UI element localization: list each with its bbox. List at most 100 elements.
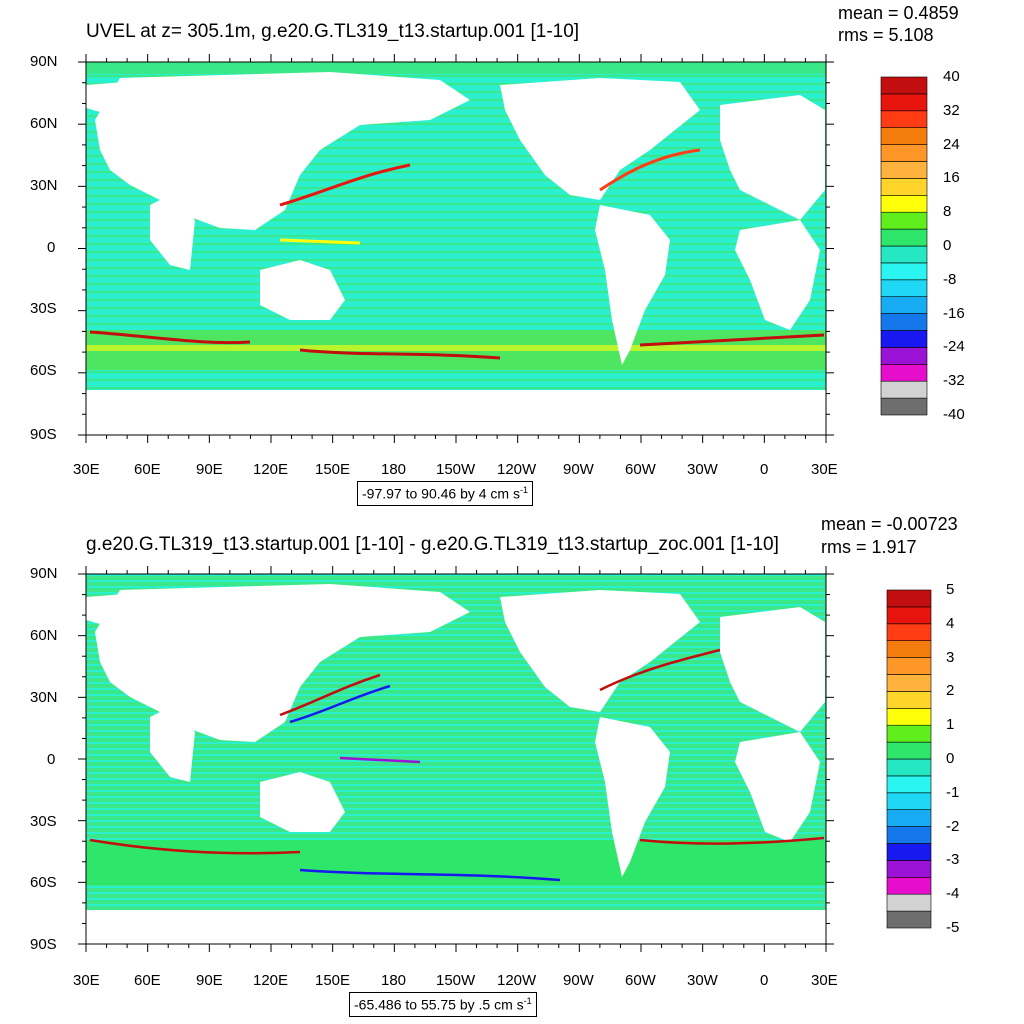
panel2-map bbox=[78, 566, 834, 952]
panel1-lon-label: 120E bbox=[253, 461, 289, 478]
panel2-rms: rms = 1.917 bbox=[821, 537, 917, 557]
colorbar-swatch bbox=[886, 741, 932, 760]
panel1-lon-label: 90E bbox=[196, 461, 223, 478]
colorbar-swatch bbox=[886, 910, 932, 929]
colorbar-label: 24 bbox=[943, 135, 960, 153]
colorbar-label: -4 bbox=[946, 885, 960, 903]
colorbar-swatch bbox=[886, 758, 932, 777]
colorbar-swatch bbox=[880, 144, 928, 162]
panel1-range-sup: -1 bbox=[519, 485, 528, 495]
panel2-lon-label: 60E bbox=[134, 972, 161, 989]
panel1-lon-label: 120W bbox=[497, 461, 537, 478]
panel2-lon-label: 150W bbox=[436, 972, 476, 989]
colorbar-label: -3 bbox=[946, 851, 960, 869]
colorbar-swatch bbox=[880, 211, 928, 230]
panel1-mean: mean = 0.4859 bbox=[838, 3, 959, 23]
panel1-range-box: -97.97 to 90.46 by 4 cm s-1 bbox=[357, 481, 533, 506]
panel1-lat-label-0: 0 bbox=[47, 239, 56, 256]
panel1-lat-label-90s: 90S bbox=[30, 426, 57, 443]
colorbar-swatch bbox=[886, 657, 932, 675]
colorbar-swatch bbox=[886, 893, 932, 912]
colorbar-swatch bbox=[886, 623, 932, 641]
panel1-lat-label-30s: 30S bbox=[30, 300, 57, 317]
colorbar-label: 16 bbox=[943, 169, 960, 187]
panel2-mean: mean = -0.00723 bbox=[821, 514, 958, 534]
panel1-range-text: -97.97 to 90.46 by 4 cm s bbox=[362, 485, 520, 502]
colorbar-swatch bbox=[886, 876, 932, 895]
colorbar-swatch bbox=[880, 347, 928, 365]
panel2-lon-label: 150E bbox=[315, 972, 351, 989]
panel2-land bbox=[86, 584, 825, 877]
colorbar-swatch bbox=[886, 860, 932, 878]
panel1-lon-label: 180 bbox=[381, 461, 407, 478]
panel1-lon-label: 60E bbox=[134, 461, 161, 478]
colorbar-label: 0 bbox=[943, 237, 952, 254]
colorbar-label: -5 bbox=[946, 919, 960, 936]
colorbar-swatch bbox=[886, 640, 932, 658]
colorbar-swatch bbox=[886, 792, 932, 811]
panel2-lat-label-30n: 30N bbox=[30, 689, 58, 706]
colorbar-swatch bbox=[880, 296, 928, 314]
panel2-lat-label-30s: 30S bbox=[30, 813, 57, 830]
colorbar-swatch bbox=[886, 724, 932, 743]
colorbar-label: 40 bbox=[943, 68, 960, 85]
panel2-ticks bbox=[78, 566, 834, 952]
colorbar-label: 1 bbox=[946, 716, 955, 734]
panel2-lat-label-60s: 60S bbox=[30, 874, 57, 891]
colorbar-swatch bbox=[886, 809, 932, 827]
panel1-ocean-north bbox=[86, 62, 826, 74]
panel1-currents bbox=[89, 148, 825, 360]
panel1-lat-label-90n: 90N bbox=[30, 53, 58, 70]
panel1-lon-label: 90W bbox=[563, 461, 594, 478]
colorbar-swatch bbox=[880, 161, 928, 179]
panel2-lon-label: 90W bbox=[563, 972, 594, 989]
colorbar-swatch bbox=[886, 589, 932, 608]
panel2-lon-label: 120E bbox=[253, 972, 289, 989]
panel2-lon-label: 30E bbox=[811, 972, 838, 989]
colorbar-swatch bbox=[880, 76, 928, 95]
colorbar-label: -16 bbox=[943, 304, 965, 322]
colorbar-swatch bbox=[886, 674, 932, 692]
colorbar-swatch bbox=[886, 691, 932, 709]
colorbar-label: 4 bbox=[946, 614, 955, 632]
panel2-lat-label-0: 0 bbox=[47, 751, 56, 768]
panel1-lon-label: 30W bbox=[687, 461, 718, 478]
colorbar-swatch bbox=[886, 826, 932, 844]
panel1-lon-label: 150W bbox=[436, 461, 476, 478]
panel2-title: g.e20.G.TL319_t13.startup.001 [1-10] - g… bbox=[86, 534, 779, 555]
panel1-antarctica bbox=[86, 390, 826, 435]
panel1-lat-label-60n: 60N bbox=[30, 115, 58, 132]
colorbar-swatch bbox=[880, 110, 928, 128]
panel1-lon-label: 30E bbox=[73, 461, 100, 478]
panel1-lon-label: 30E bbox=[811, 461, 838, 478]
panel2-lon-label: 60W bbox=[625, 972, 656, 989]
colorbar-label: 3 bbox=[946, 648, 955, 666]
panel1-ticks bbox=[78, 54, 834, 443]
colorbar-label: 8 bbox=[943, 203, 952, 221]
panel2-anomalies bbox=[89, 648, 825, 882]
panel2-southern-band bbox=[86, 840, 826, 885]
colorbar-label: -2 bbox=[946, 817, 960, 835]
colorbar-swatch bbox=[880, 313, 928, 331]
panel2-lon-label: 30W bbox=[687, 972, 718, 989]
panel2-lon-label: 180 bbox=[381, 972, 407, 989]
panel2-antarctica bbox=[86, 910, 826, 944]
colorbar-label: -24 bbox=[943, 338, 965, 356]
panel2-lon-label: 120W bbox=[497, 972, 537, 989]
colorbar-swatch bbox=[886, 606, 932, 625]
colorbar-swatch bbox=[880, 228, 928, 247]
colorbar-swatch bbox=[880, 279, 928, 298]
colorbar-swatch bbox=[880, 178, 928, 196]
colorbar-swatch bbox=[880, 93, 928, 112]
colorbar-swatch bbox=[880, 195, 928, 213]
colorbar-label: -1 bbox=[946, 783, 960, 801]
colorbar-label: 2 bbox=[946, 682, 955, 700]
panel1-land bbox=[86, 72, 825, 365]
colorbar-label: -8 bbox=[943, 270, 957, 288]
colorbar-label: 5 bbox=[946, 581, 955, 598]
colorbar-swatch bbox=[880, 397, 928, 416]
panel2-lat-label-90s: 90S bbox=[30, 936, 57, 953]
panel1-title: UVEL at z= 305.1m, g.e20.G.TL319_t13.sta… bbox=[86, 21, 580, 42]
colorbar-swatch bbox=[880, 127, 928, 145]
panel1-lon-label: 60W bbox=[625, 461, 656, 478]
